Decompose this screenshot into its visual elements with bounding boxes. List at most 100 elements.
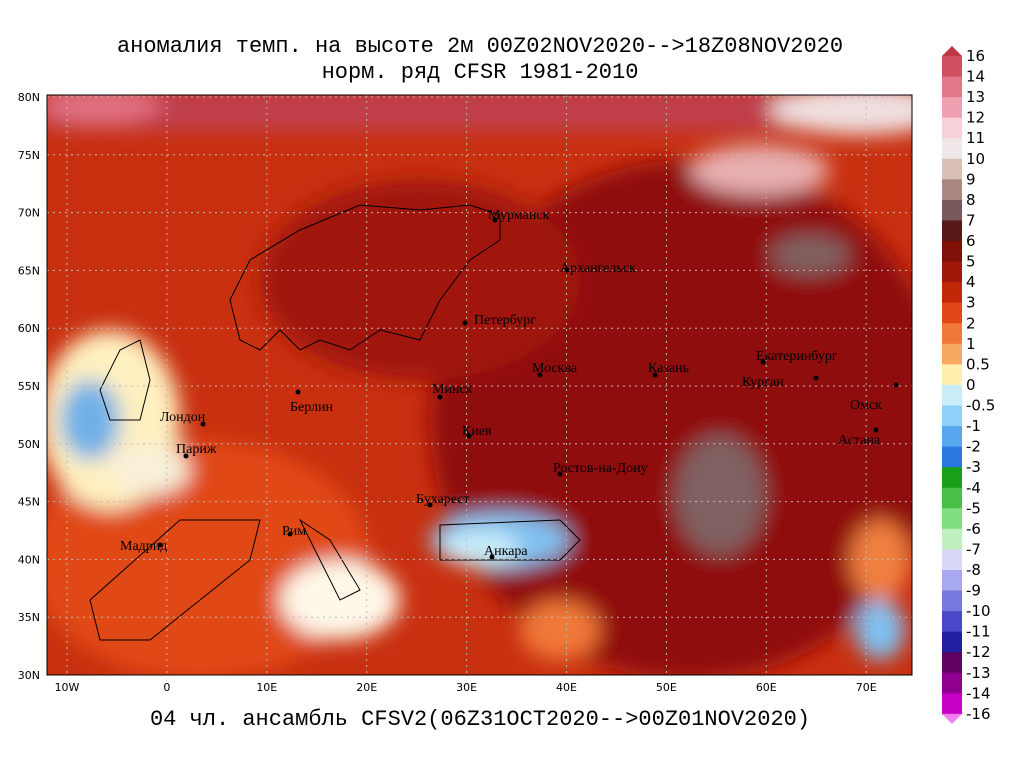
city-label: Екатеринбург — [756, 349, 838, 364]
colorbar-cell — [942, 672, 962, 694]
city-dot — [157, 542, 163, 548]
colorbar-label: -11 — [966, 623, 991, 641]
city-label: Москва — [532, 361, 578, 376]
lon-label: 40E — [556, 681, 577, 694]
colorbar-label: 5 — [966, 253, 976, 271]
colorbar-label: -5 — [966, 499, 981, 517]
city-dot — [462, 320, 468, 326]
lon-label: 10E — [256, 681, 277, 694]
city-label: Петербург — [474, 313, 536, 328]
colorbar-cell — [942, 528, 962, 550]
lat-label: 75N — [18, 149, 40, 162]
city-label: Архангельск — [560, 261, 636, 276]
lon-label: 20E — [356, 681, 377, 694]
city-dot — [652, 372, 658, 378]
colorbar-label: 13 — [966, 88, 985, 106]
colorbar-label: 0.5 — [966, 355, 990, 373]
colorbar-label: 7 — [966, 211, 976, 229]
colorbar-label: -0.5 — [966, 397, 995, 415]
city-dot — [537, 372, 543, 378]
city-dot — [492, 217, 498, 223]
city-dot — [183, 453, 189, 459]
colorbar-cell — [942, 282, 962, 304]
colorbar-cell — [942, 652, 962, 674]
colorbar-label: -14 — [966, 684, 991, 702]
colorbar-label: 9 — [966, 170, 976, 188]
lat-label: 40N — [18, 553, 40, 566]
coastline — [89, 204, 581, 641]
city-dot — [813, 375, 819, 381]
footer: 04 чл. ансамбль CFSV2(06Z31OCT2020-->00Z… — [150, 707, 810, 732]
city-label: Омск — [850, 398, 882, 413]
colorbar-cell — [942, 97, 962, 119]
city-label: Мурманск — [488, 208, 550, 223]
colorbar-label: -6 — [966, 520, 981, 538]
city-dot — [760, 359, 766, 365]
lat-label: 60N — [18, 322, 40, 335]
lon-label: 30E — [456, 681, 477, 694]
colorbar-label: -7 — [966, 540, 981, 558]
city-dot — [489, 554, 495, 560]
colorbar-cell — [942, 405, 962, 427]
colorbar-cell — [942, 611, 962, 633]
city-dot — [466, 433, 472, 439]
colorbar-label: 16 — [966, 47, 985, 65]
lat-label: 80N — [18, 91, 40, 104]
city-label: Берлин — [290, 400, 334, 415]
lat-label: 35N — [18, 611, 40, 624]
colorbar-label: 8 — [966, 191, 976, 209]
city-dot — [287, 531, 293, 537]
city-label: Анкара — [484, 544, 528, 559]
colorbar-label: 14 — [966, 68, 985, 86]
colorbar-cell — [942, 549, 962, 571]
colorbar-cell — [942, 302, 962, 324]
city-dot — [893, 382, 899, 388]
colorbar-label: -12 — [966, 643, 991, 661]
lat-label: 70N — [18, 207, 40, 220]
colorbar-cell — [942, 693, 962, 715]
colorbar-cell — [942, 199, 962, 221]
city-dot — [200, 421, 206, 427]
anomaly-field: Мурманск Архангельск Петербург Москва Казань… — [47, 95, 912, 675]
city-dot — [564, 267, 570, 273]
colorbar-label: 4 — [966, 273, 976, 291]
colorbar-cell — [942, 364, 962, 386]
city-label: Казань — [648, 361, 689, 376]
colorbar-cell — [942, 570, 962, 592]
city-label: Рим — [282, 524, 306, 539]
colorbar-label: 1 — [966, 335, 976, 353]
colorbar-cell — [942, 467, 962, 489]
colorbar-label: 6 — [966, 232, 976, 250]
city-label: Мадрид — [120, 539, 167, 554]
colorbar-cell — [942, 138, 962, 160]
colorbar-cell — [942, 241, 962, 263]
grid — [47, 95, 912, 675]
city-label: Бухарест — [416, 492, 470, 507]
city-label: Ростов-на-Дону — [553, 461, 648, 476]
colorbar-cell — [942, 76, 962, 98]
lat-label: 65N — [18, 264, 40, 277]
colorbar-label: 11 — [966, 129, 985, 147]
colorbar-arrow — [942, 46, 962, 56]
city-dot — [437, 394, 443, 400]
colorbar-cell — [942, 220, 962, 242]
city-dot — [873, 427, 879, 433]
city-label: Астана — [838, 433, 881, 448]
lon-label: 70E — [856, 681, 877, 694]
colorbar-label: -4 — [966, 479, 981, 497]
cities: Мурманск Архангельск Петербург Москва Казань… — [120, 208, 899, 560]
lat-label: 30N — [18, 669, 40, 682]
city-dot — [557, 471, 563, 477]
colorbar-label: 12 — [966, 109, 985, 127]
lat-label: 45N — [18, 496, 40, 509]
colorbar-cell — [942, 590, 962, 612]
city-label: Париж — [176, 442, 217, 457]
colorbar-label: -16 — [966, 705, 991, 723]
colorbar-cell — [942, 446, 962, 468]
colorbar-cell — [942, 261, 962, 283]
colorbar-label: -3 — [966, 458, 981, 476]
colorbar-cell — [942, 487, 962, 509]
colorbar-cell — [942, 426, 962, 448]
colorbar-label: 2 — [966, 314, 976, 332]
